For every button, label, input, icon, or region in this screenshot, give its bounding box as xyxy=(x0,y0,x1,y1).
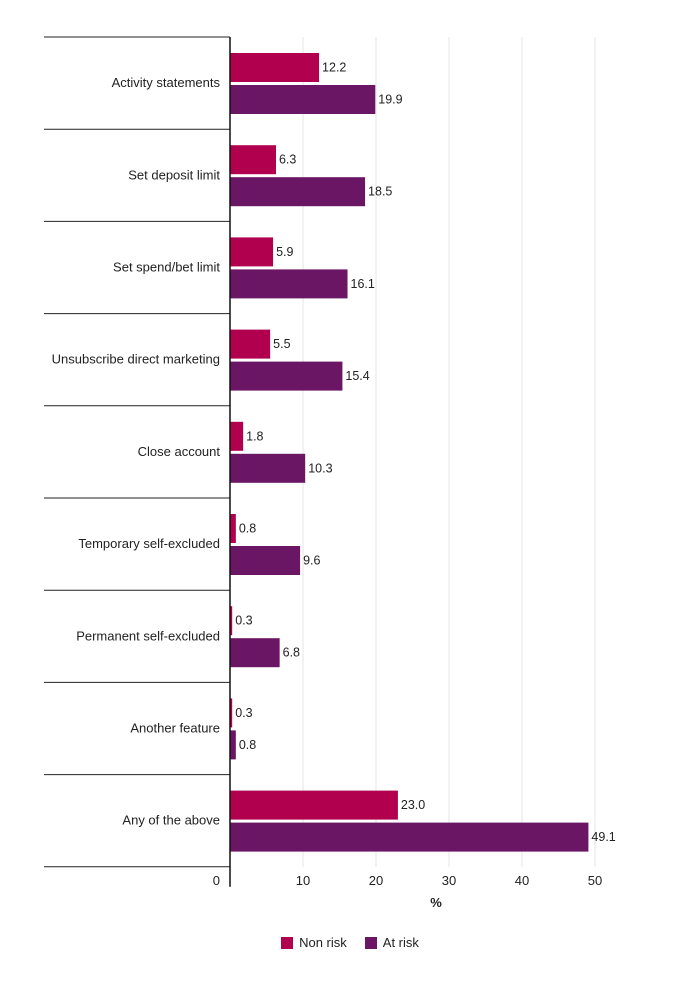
legend-item-at-risk: At risk xyxy=(364,935,419,950)
bar-at-risk-any-of-the-above xyxy=(230,822,589,852)
x-tick-label-20: 20 xyxy=(369,873,383,888)
bar-at-risk-close-account xyxy=(230,453,306,483)
bar-non-risk-temporary-self-excluded xyxy=(230,514,236,543)
bar-non-risk-activity-statements xyxy=(230,53,320,82)
value-label-at-risk-temporary-self-excluded: 9.6 xyxy=(303,554,320,568)
x-tick-label-50: 50 xyxy=(588,873,602,888)
value-label-non-risk-temporary-self-excluded: 0.8 xyxy=(239,522,256,536)
value-label-at-risk-another-feature: 0.8 xyxy=(239,738,256,752)
bar-non-risk-close-account xyxy=(230,421,244,451)
value-label-at-risk-permanent-self-excluded: 6.8 xyxy=(283,646,300,660)
legend-label-at-risk: At risk xyxy=(382,935,419,950)
bar-non-risk-set-deposit-limit xyxy=(230,145,276,175)
category-label-close-account: Close account xyxy=(138,444,221,459)
x-tick-label-30: 30 xyxy=(442,873,456,888)
category-label-activity-statements: Activity statements xyxy=(112,75,221,90)
category-label-set-deposit-limit: Set deposit limit xyxy=(128,167,220,182)
bar-non-risk-set-spend-bet-limit xyxy=(230,237,274,267)
category-label-another-feature: Another feature xyxy=(130,721,220,736)
value-label-non-risk-another-feature: 0.3 xyxy=(235,706,252,720)
bar-non-risk-permanent-self-excluded xyxy=(230,606,233,636)
value-label-at-risk-unsubscribe-direct-marketing: 15.4 xyxy=(345,369,369,383)
bar-at-risk-activity-statements xyxy=(230,85,376,114)
value-label-non-risk-set-deposit-limit: 6.3 xyxy=(279,153,296,167)
value-label-at-risk-close-account: 10.3 xyxy=(308,461,332,475)
value-label-non-risk-activity-statements: 12.2 xyxy=(322,61,346,75)
bar-at-risk-set-deposit-limit xyxy=(230,177,366,207)
value-label-at-risk-set-deposit-limit: 18.5 xyxy=(368,185,392,199)
legend-item-non-risk: Non risk xyxy=(281,935,347,950)
bar-non-risk-any-of-the-above xyxy=(230,790,398,820)
legend: Non risk At risk xyxy=(0,935,700,950)
legend-swatch-non-risk xyxy=(281,936,294,949)
value-label-non-risk-set-spend-bet-limit: 5.9 xyxy=(276,245,293,259)
bar-at-risk-unsubscribe-direct-marketing xyxy=(230,361,343,391)
legend-swatch-at-risk xyxy=(364,936,377,949)
value-label-non-risk-permanent-self-excluded: 0.3 xyxy=(235,614,252,628)
bar-at-risk-permanent-self-excluded xyxy=(230,638,280,668)
category-label-permanent-self-excluded: Permanent self-excluded xyxy=(76,628,220,643)
legend-label-non-risk: Non risk xyxy=(299,935,347,950)
x-tick-label-0: 0 xyxy=(213,873,220,888)
value-label-non-risk-unsubscribe-direct-marketing: 5.5 xyxy=(273,337,290,351)
bar-non-risk-unsubscribe-direct-marketing xyxy=(230,329,271,359)
value-label-at-risk-any-of-the-above: 49.1 xyxy=(591,830,615,844)
x-axis-title: % xyxy=(430,895,442,910)
x-tick-label-40: 40 xyxy=(515,873,529,888)
category-label-set-spend-bet-limit: Set spend/bet limit xyxy=(113,260,220,275)
bar-at-risk-temporary-self-excluded xyxy=(230,546,301,575)
category-label-temporary-self-excluded: Temporary self-excluded xyxy=(78,536,220,551)
x-tick-label-10: 10 xyxy=(296,873,310,888)
bar-at-risk-another-feature xyxy=(230,730,236,760)
value-label-at-risk-set-spend-bet-limit: 16.1 xyxy=(351,277,375,291)
value-label-at-risk-activity-statements: 19.9 xyxy=(378,93,402,107)
category-label-any-of-the-above: Any of the above xyxy=(122,813,220,828)
value-label-non-risk-close-account: 1.8 xyxy=(246,429,263,443)
bar-non-risk-another-feature xyxy=(230,698,233,728)
category-label-unsubscribe-direct-marketing: Unsubscribe direct marketing xyxy=(52,352,220,367)
bar-at-risk-set-spend-bet-limit xyxy=(230,269,348,299)
value-label-non-risk-any-of-the-above: 23.0 xyxy=(401,798,425,812)
